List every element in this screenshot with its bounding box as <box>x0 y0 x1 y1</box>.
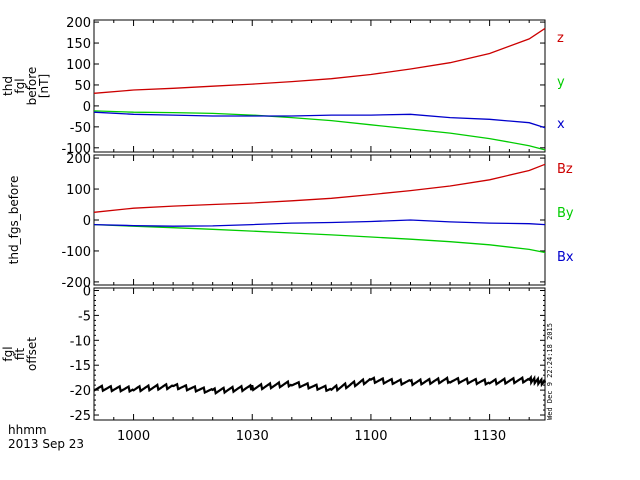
series-line-by <box>93 223 546 254</box>
y-axis-label: thd <box>1 76 15 96</box>
timestamp-label: Wed Dec 9 22:24:18 2015 <box>546 323 554 420</box>
y-tick-label: 50 <box>74 79 91 94</box>
x-tick-label: 1000 <box>117 429 150 444</box>
series-line-z <box>93 27 546 94</box>
legend-label-x: x <box>557 117 565 132</box>
legend-label-bx: Bx <box>557 250 574 265</box>
y-tick-label: 0 <box>83 214 91 229</box>
series-line-x <box>93 111 546 129</box>
y-axis-label: fgl <box>1 346 15 361</box>
xaxis-unit-label: hhmm <box>8 423 47 437</box>
y-tick-label: -15 <box>70 359 91 374</box>
y-axis-label: before <box>25 67 39 106</box>
y-tick-label: -100 <box>61 142 91 157</box>
y-tick-label: -20 <box>70 384 91 399</box>
y-axis-label: fgl <box>13 78 27 93</box>
y-tick-label: 100 <box>66 183 91 198</box>
y-tick-label: 200 <box>66 152 91 167</box>
panel-frame <box>93 287 546 421</box>
y-axis-label: offset <box>25 337 39 371</box>
legend-label-z: z <box>557 31 564 46</box>
x-tick-label: 1100 <box>354 429 387 444</box>
y-axis-label: [nT] <box>37 74 51 98</box>
y-tick-label: -10 <box>70 334 91 349</box>
series-line-offset <box>93 374 547 396</box>
legend-label-by: By <box>557 206 574 221</box>
y-axis-label: fit <box>13 348 27 361</box>
legend-label-bz: Bz <box>557 162 573 177</box>
y-tick-label: -5 <box>78 309 91 324</box>
legend-label-y: y <box>557 75 565 90</box>
series-line-bz <box>93 163 546 213</box>
y-tick-label: 100 <box>66 58 91 73</box>
y-tick-label: -200 <box>61 276 91 291</box>
xaxis-date-label: 2013 Sep 23 <box>8 437 85 451</box>
y-tick-label: 200 <box>66 16 91 31</box>
y-tick-label: 0 <box>83 100 91 115</box>
y-tick-label: -50 <box>70 121 91 136</box>
x-tick-label: 1130 <box>473 429 506 444</box>
series-line-bx <box>93 219 546 227</box>
x-tick-label: 1030 <box>236 429 269 444</box>
series-line-y <box>93 110 546 151</box>
y-tick-label: 0 <box>83 284 91 299</box>
panel-frame <box>93 154 546 286</box>
y-tick-label: -100 <box>61 245 91 260</box>
y-axis-label: thd_fgs_before <box>7 176 21 265</box>
panel-frame <box>93 19 546 153</box>
y-tick-label: 150 <box>66 37 91 52</box>
y-tick-label: -25 <box>70 409 91 424</box>
